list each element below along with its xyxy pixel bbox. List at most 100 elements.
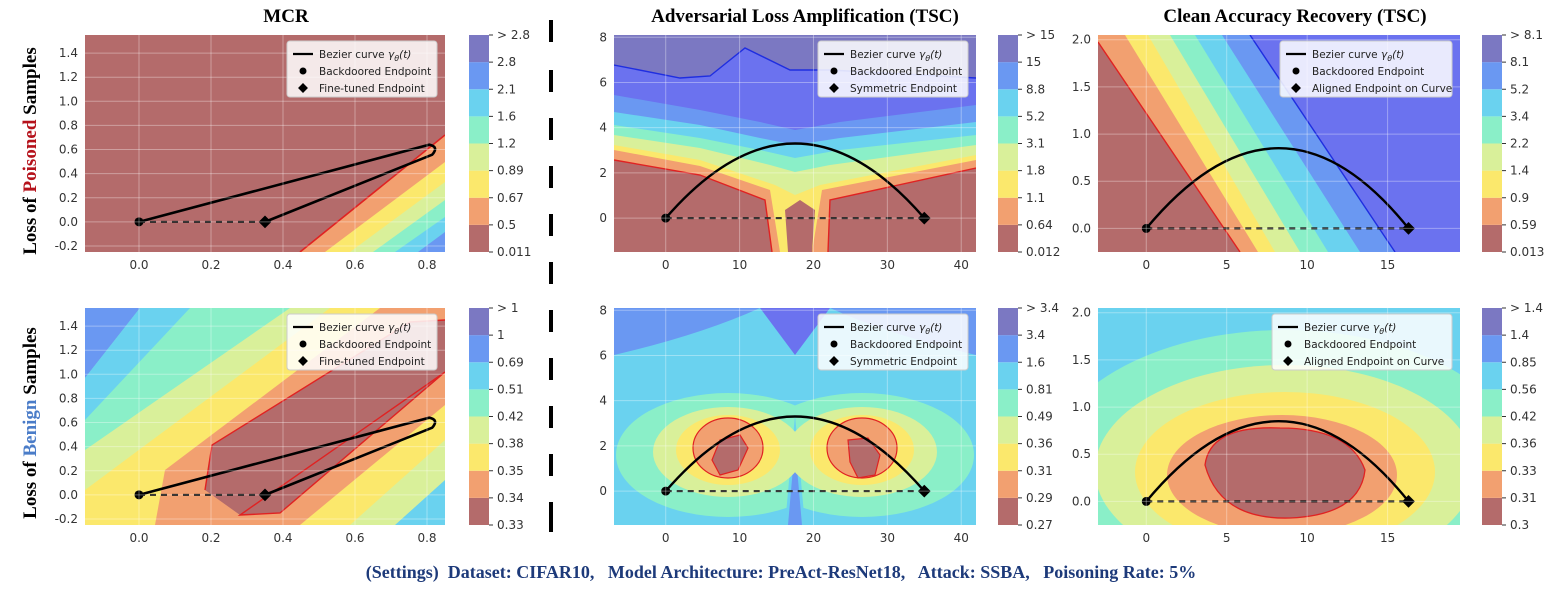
y-tick-label: 0.5 [1072,174,1091,188]
colorbar-label: 0.29 [1026,491,1053,505]
colorbar-segment [998,143,1018,171]
colorbar-segment [469,116,489,144]
legend-diamond-swatch [298,356,308,366]
colorbar-label: 0.013 [1510,245,1544,259]
x-tick-label: 40 [954,531,969,545]
colorbar-segment [998,116,1018,144]
legend-theta: θ [1379,327,1384,336]
y-tick-label: 1.0 [1072,127,1091,141]
colorbar-segment [469,362,489,390]
colorbar-label: 5.2 [1026,109,1045,123]
legend-label: Aligned Endpoint on Curve [1304,356,1444,368]
x-tick-label: 0 [662,258,670,272]
y-tick-label: 0.8 [59,391,78,405]
colorbar-label: 0.85 [1510,355,1537,369]
legend-gamma: γ [919,322,926,334]
legend-gamma: γ [1373,322,1380,334]
y-tick-label: 8 [599,303,607,317]
colorbar-label: 0.5 [497,218,516,232]
legend-label: Backdoored Endpoint [1304,339,1416,351]
y-tick-label: 2.0 [1072,306,1091,320]
colorbar-label: > 1.4 [1510,301,1543,315]
x-tick-label: 0.6 [345,258,364,272]
axes-p10: 0.0 0.2 0.4 0.6 0.8 -0.2 0.0 0.2 0.4 0.6 0.8 1.0 1.2… [55,301,524,545]
legend-label: Bezier curve γθ(t) [850,322,942,336]
y-tick-label: 1.5 [1072,80,1091,94]
bezier-curve [1145,420,1410,503]
legend-box [1279,40,1453,98]
x-tick-label: 0.2 [201,531,220,545]
colorbar-label: > 8.1 [1510,28,1543,42]
colorbar-label: 1 [497,328,505,342]
legend-circle-swatch [299,340,307,348]
legend-p01: Bezier curve γθ(t) Backdoored Endpoint Sym… [817,40,969,98]
colorbar-label: 0.011 [497,245,531,259]
colorbar-label: 1.1 [1026,191,1045,205]
bezier-curve [138,143,437,224]
colorbar-segment [469,308,489,336]
legend-circle-swatch [830,340,838,348]
backdoored-endpoint-marker [661,486,671,496]
legend-theta: θ [1387,54,1392,63]
y-tick-label: 1.2 [59,70,78,84]
colorbar-label: > 2.8 [497,28,530,42]
contour-level-6 [614,308,760,355]
settings-caption: (Settings) Dataset: CIFAR10, Model Archi… [365,562,1197,582]
y-tick-label: 0.6 [59,416,78,430]
legend-gamma: γ [388,49,395,61]
colorbar-label: 0.42 [1510,410,1537,424]
colorbar-label: 0.42 [497,410,524,424]
x-tick-label: 10 [1300,258,1315,272]
legend-theta: θ [394,327,399,336]
legend-diamond-swatch [1291,83,1301,93]
colorbar-label: 0.36 [1510,437,1537,451]
colorbar-label: 0.31 [1026,464,1053,478]
colorbar-label: 15 [1026,55,1041,69]
x-tick-label: 0 [662,531,670,545]
colorbar-segment [1482,335,1502,363]
colorbar-segment [1482,308,1502,336]
y-tick-label: 1.0 [59,367,78,381]
colorbar-label: 8.8 [1026,82,1045,96]
y-tick-label: 6 [599,348,607,362]
colorbar-segment [469,470,489,498]
colorbar-label: 1.8 [1026,164,1045,178]
y-tick-label: 4 [599,121,607,135]
colorbar-segment [1482,443,1502,471]
contour-fill-p01 [614,35,976,252]
x-tick-label: 0.4 [273,258,292,272]
colorbar-segment [469,224,489,252]
y-tick-label: 8 [599,30,607,44]
y-tick-label: 0.5 [1072,447,1091,461]
legend-label: Bezier curve γθ(t) [319,322,411,336]
colorbar-label: > 1 [497,301,519,315]
contour-level-5 [85,308,190,420]
colorbar-segment [469,389,489,417]
panel-clean-recovery-poisoned [1098,35,1460,252]
legend-diamond-swatch [1283,356,1293,366]
legend-diamond-swatch [829,83,839,93]
y-tick-label: 2 [599,166,607,180]
colorbar-segment [998,170,1018,198]
colorbar-p12: 0.3 0.31 0.33 0.36 0.42 0.56 0.85 1.4 > 1.4 [1482,301,1543,532]
x-tick-label: 0 [1142,531,1150,545]
x-tick-label: 0.6 [345,531,364,545]
legend-theta: θ [394,54,399,63]
legend-box [817,40,969,98]
colorbar-label: 1.6 [1026,355,1045,369]
colorbar-label: 1.2 [497,137,516,151]
legend-circle-swatch [830,67,838,75]
contour-fill-p11 [614,308,976,525]
legend-gamma: γ [919,49,926,61]
y-tick-label: 1.0 [59,94,78,108]
contour-line [692,417,764,479]
legend-p12: Bezier curve γθ(t) Backdoored Endpoint Ali… [1271,313,1453,371]
x-tick-label: 30 [880,531,895,545]
colorbar-label: 3.4 [1026,328,1045,342]
colorbar-segment [998,362,1018,390]
colorbar-label: > 15 [1026,28,1055,42]
x-tick-label: 20 [806,531,821,545]
legend-p11: Bezier curve γθ(t) Backdoored Endpoint Sym… [817,313,969,371]
colorbar-segment [998,389,1018,417]
